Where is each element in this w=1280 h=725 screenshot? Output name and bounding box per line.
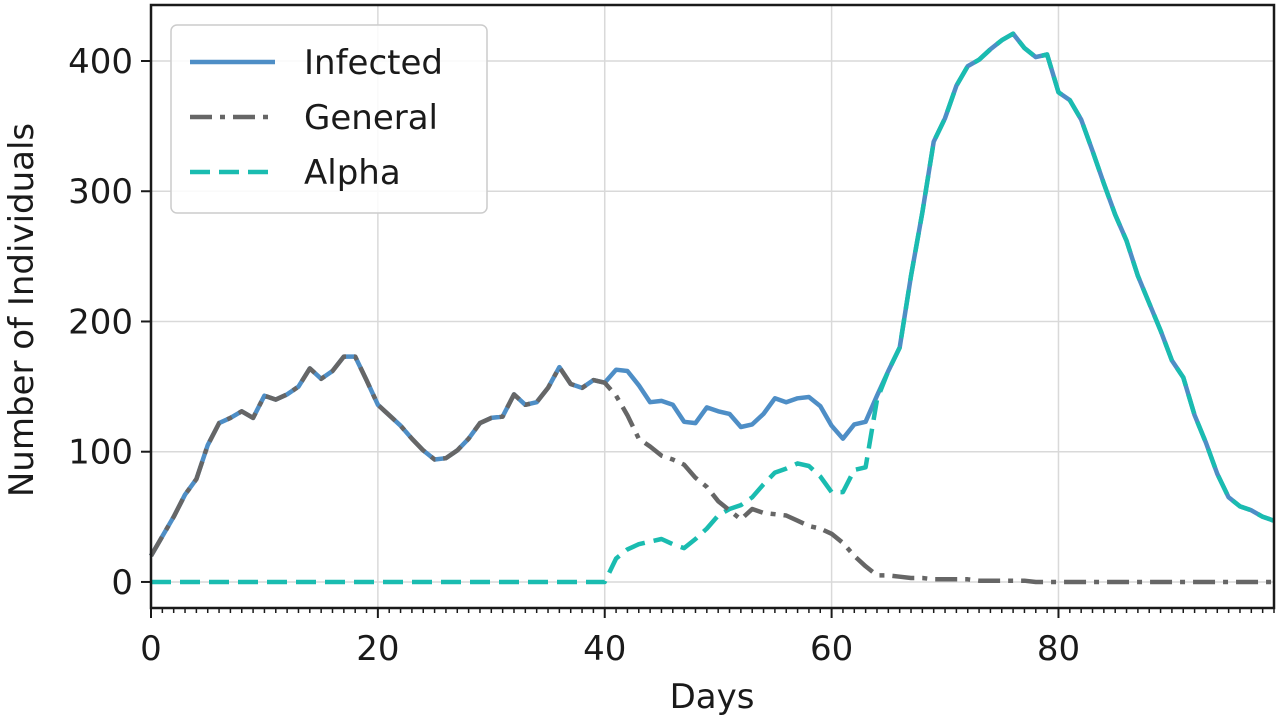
y-tick-label: 100 [68,433,133,473]
series-lines [149,31,1275,585]
y-tick-label: 300 [68,172,133,212]
x-axis-title: Days [670,677,755,717]
legend-box [170,24,488,214]
y-tick-label: 0 [111,563,133,603]
x-tick-label: 60 [810,629,853,669]
series-line-alpha [151,31,1275,585]
legend-label-alpha: Alpha [304,153,401,193]
y-tick-label: 200 [68,302,133,342]
tick-labels: 0 20 40 60 80 0 100 200 300 400 [68,42,1080,669]
x-tick-label: 40 [583,629,626,669]
series-line-general [149,354,1274,585]
plot-frame [149,3,1276,610]
legend-label-general: General [304,98,438,138]
y-tick-label: 400 [68,42,133,82]
x-tick-label: 80 [1037,629,1080,669]
axes [149,3,1276,610]
y-axis-title: Number of Individuals [2,123,42,497]
legend-label-infected: Infected [304,43,443,83]
tick-marks [141,60,1275,618]
legend: Infected General Alpha [170,24,488,214]
x-tick-label: 20 [356,629,399,669]
x-tick-label: 0 [140,629,162,669]
